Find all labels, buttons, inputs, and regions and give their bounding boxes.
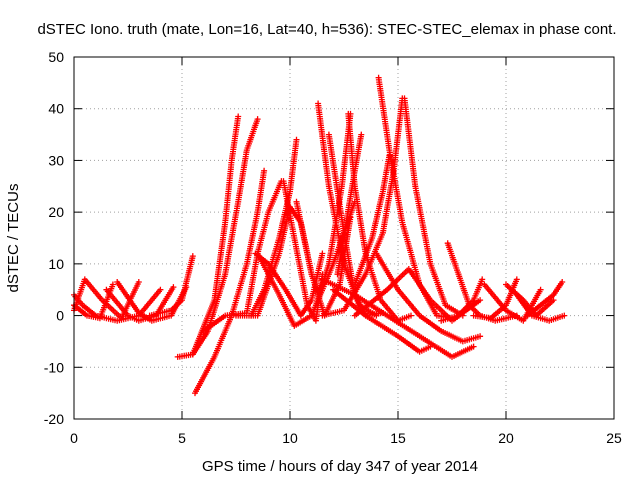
series-36 <box>524 279 566 319</box>
series-markers <box>192 167 268 397</box>
grid <box>74 57 614 419</box>
x-tick-label: 20 <box>498 430 514 446</box>
y-tick-label: 20 <box>48 204 64 220</box>
series-25 <box>351 152 393 288</box>
plot-frame <box>73 56 615 420</box>
x-tick-label: 25 <box>606 430 622 446</box>
series-29 <box>373 250 484 345</box>
chart-title: dSTEC Iono. truth (mate, Lon=16, Lat=40,… <box>37 21 616 38</box>
series-markers <box>513 291 568 324</box>
y-tick-label: -20 <box>44 411 64 427</box>
y-tick-label: 10 <box>48 256 64 272</box>
series-31 <box>438 276 486 324</box>
y-tick-label: 30 <box>48 152 64 168</box>
x-tick-label: 15 <box>390 430 406 446</box>
series-markers <box>319 276 477 360</box>
y-axis-label: dSTEC / TECUs <box>5 184 22 293</box>
y-tick-label: -10 <box>44 359 64 375</box>
series-markers <box>351 152 393 288</box>
series-markers <box>524 279 566 319</box>
series-markers <box>438 276 486 324</box>
series-24 <box>401 95 466 319</box>
series-27 <box>330 286 434 355</box>
series-9 <box>192 167 268 397</box>
x-tick-label: 5 <box>178 430 186 446</box>
series-7 <box>174 113 242 360</box>
x-tick-label: 0 <box>70 430 78 446</box>
series-35 <box>513 291 568 324</box>
series-markers <box>373 250 484 345</box>
y-tick-label: 0 <box>56 308 64 324</box>
y-tick-label: 40 <box>48 101 64 117</box>
series-markers <box>330 286 434 355</box>
y-tick-label: 50 <box>48 49 64 65</box>
series-markers <box>401 95 466 319</box>
series-markers <box>334 131 365 278</box>
x-axis-label: GPS time / hours of day 347 of year 2014 <box>202 458 478 475</box>
data-points <box>71 74 568 397</box>
series-markers <box>189 116 261 358</box>
series-markers <box>174 113 242 360</box>
series-26 <box>319 276 477 360</box>
series-markers <box>146 253 196 319</box>
axis-ticks: 0 5 10 15 20 25 -20 -10 0 10 20 30 40 50 <box>44 49 622 446</box>
series-21 <box>334 131 365 278</box>
x-tick-label: 10 <box>282 430 298 446</box>
series-markers <box>319 95 406 319</box>
series-6 <box>146 253 196 319</box>
series-22 <box>319 95 406 319</box>
series-8 <box>189 116 261 358</box>
